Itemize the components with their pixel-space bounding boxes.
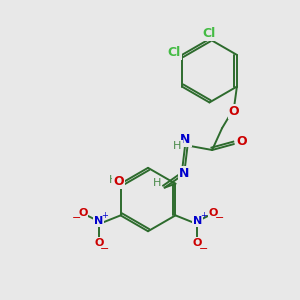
Text: O: O <box>94 238 104 248</box>
Text: H: H <box>108 175 117 185</box>
Text: O: O <box>229 105 239 118</box>
Text: −: − <box>100 244 110 254</box>
Text: +: + <box>101 211 108 220</box>
Text: N: N <box>94 216 104 226</box>
Text: −: − <box>72 213 82 224</box>
Text: O: O <box>113 175 124 188</box>
Text: −: − <box>214 213 224 224</box>
Text: O: O <box>236 135 247 148</box>
Text: H: H <box>173 141 181 151</box>
Text: N: N <box>193 216 202 226</box>
Text: Cl: Cl <box>203 27 216 40</box>
Text: Cl: Cl <box>167 46 181 59</box>
Text: N: N <box>180 133 190 146</box>
Text: N: N <box>179 167 190 180</box>
Text: −: − <box>199 244 208 254</box>
Text: +: + <box>200 211 207 220</box>
Text: O: O <box>78 208 88 218</box>
Text: H: H <box>152 178 161 188</box>
Text: O: O <box>208 208 218 218</box>
Text: O: O <box>193 238 202 248</box>
